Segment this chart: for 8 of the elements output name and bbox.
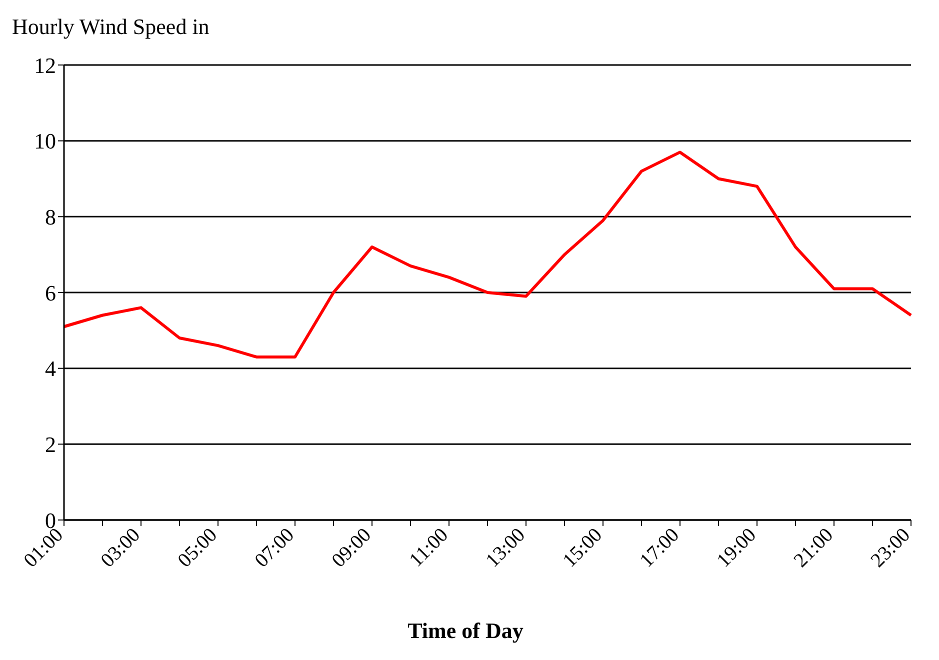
y-tick-label: 12 <box>34 52 56 78</box>
y-tick-label: 4 <box>45 356 56 382</box>
x-axis-title: Time of Day <box>406 618 524 644</box>
y-tick-label: 6 <box>45 280 56 306</box>
y-tick-label: 2 <box>45 432 56 457</box>
y-tick-label: 8 <box>45 204 56 230</box>
y-axis-title: Hourly Wind Speed in <box>12 14 210 40</box>
y-tick-label: 10 <box>34 128 56 154</box>
